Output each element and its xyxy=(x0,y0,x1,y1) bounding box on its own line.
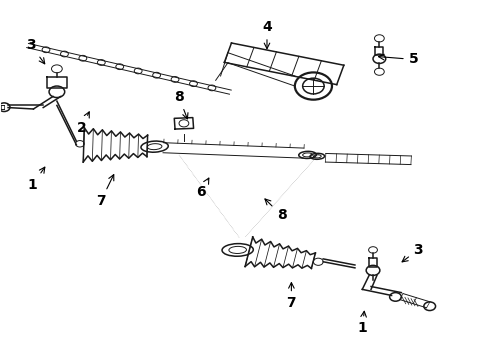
Text: 2: 2 xyxy=(76,112,89,135)
Text: 3: 3 xyxy=(402,243,423,262)
Text: 5: 5 xyxy=(378,53,418,67)
Text: 1: 1 xyxy=(27,167,45,192)
Text: 4: 4 xyxy=(262,20,272,49)
Text: 6: 6 xyxy=(196,178,209,199)
Text: 8: 8 xyxy=(265,199,287,222)
Text: 8: 8 xyxy=(174,90,188,119)
Text: 1: 1 xyxy=(357,311,367,336)
Text: 7: 7 xyxy=(287,283,296,310)
Text: 3: 3 xyxy=(26,38,45,64)
Text: 7: 7 xyxy=(96,175,114,208)
